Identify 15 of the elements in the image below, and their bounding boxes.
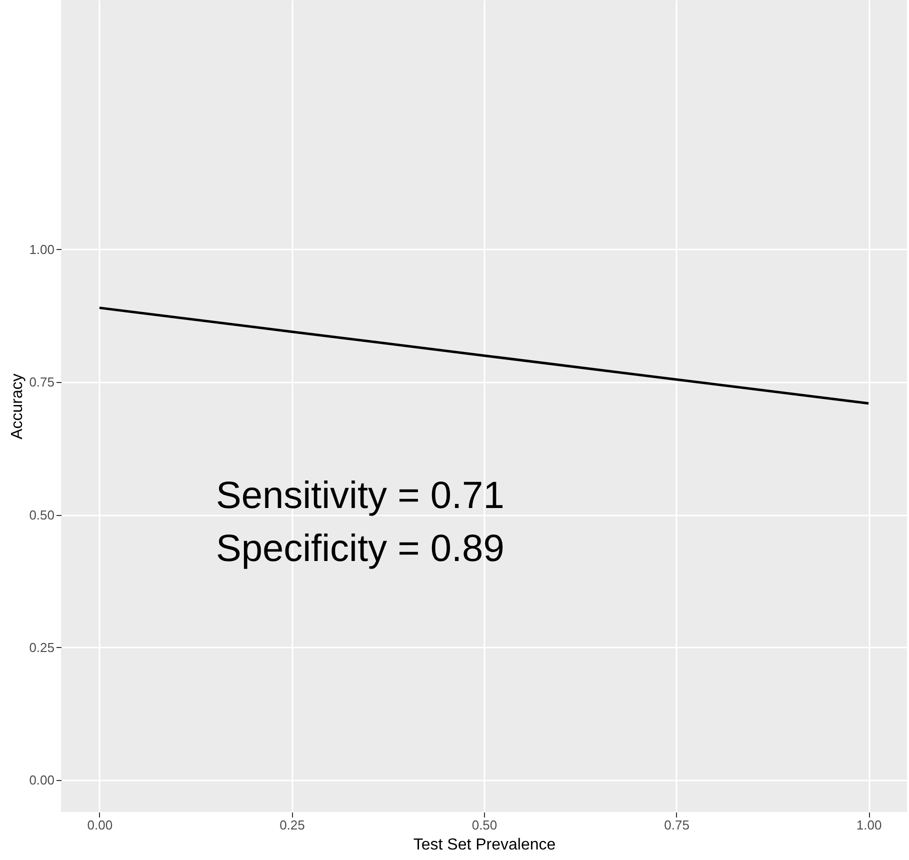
x-tick-label: 0.25 — [280, 818, 305, 832]
x-tick-label: 0.75 — [664, 818, 690, 832]
y-tick-label: 0.75 — [29, 374, 54, 390]
annotation: Specificity = 0.89 — [216, 528, 504, 570]
y-tick-label: 0.25 — [29, 640, 54, 655]
y-tick-label: 1.00 — [29, 242, 54, 257]
x-tick-label: 0.50 — [472, 818, 498, 832]
y-axis-title: Accuracy — [9, 374, 26, 440]
y-tick-label: 0.50 — [29, 507, 54, 522]
x-axis-title: Test Set Prevalence — [413, 836, 556, 854]
x-tick-label: 0.00 — [87, 818, 113, 832]
line-series — [98, 306, 870, 405]
annotation: Sensitivity = 0.71 — [216, 475, 504, 517]
x-tick-label: 1.00 — [856, 818, 882, 832]
y-tick-label: 0.00 — [29, 772, 54, 788]
